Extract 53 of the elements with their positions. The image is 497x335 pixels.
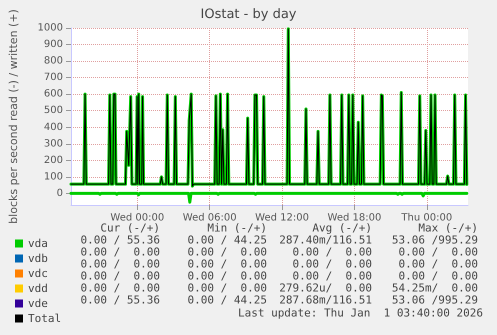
legend-label: vdb — [28, 252, 48, 265]
y-tick-label: 700 — [44, 72, 63, 84]
x-tick-label: Wed 06:00 — [182, 212, 237, 224]
legend-label: vdd — [28, 282, 48, 295]
legend-label: vde — [28, 297, 48, 310]
text: 287.68m/116.51 — [279, 294, 372, 306]
text: 53.06 /995.29 — [392, 294, 478, 306]
text: 0.00 / 0.00 — [188, 282, 267, 294]
text: 0.00 / 0.00 — [80, 246, 160, 258]
text: Avg (-/+) — [312, 222, 372, 234]
x-tick-label: Wed 18:00 — [328, 212, 382, 224]
y-axis-title: blocks per second read (-) / written (+) — [7, 9, 20, 224]
text: Last update: Thu Jan 1 03:40:00 2026 — [238, 306, 483, 320]
text: Max (-/+) — [418, 222, 478, 234]
text: 0.00 / 0.00 — [188, 270, 267, 282]
text: 0.00 / 0.00 — [292, 246, 372, 258]
y-tick-label: 400 — [44, 122, 63, 133]
text: 0.00 / 0.00 — [80, 258, 160, 270]
y-tick-label: 1000 — [38, 22, 63, 34]
text: 0.00 / 0.00 — [188, 246, 267, 258]
y-tick-label: 300 — [44, 138, 63, 150]
text: 279.62u/ 0.00 — [279, 282, 372, 294]
y-tick-label: 900 — [44, 39, 63, 50]
text: 54.25m/ 0.00 — [392, 282, 478, 294]
text: 0.00 / 44.25 — [188, 234, 267, 246]
y-tick-label: 200 — [44, 154, 63, 166]
legend-label: Total — [28, 312, 62, 325]
text: 0.00 / 0.00 — [80, 282, 160, 294]
y-tick-label: 800 — [44, 56, 63, 67]
text: 0.00 / 0.00 — [398, 246, 478, 258]
y-tick-label: 500 — [44, 105, 63, 116]
y-tick-label: 100 — [44, 171, 63, 182]
text: 0.00 / 0.00 — [188, 258, 267, 270]
chart-title: IOstat - by day — [200, 7, 297, 22]
legend-label: vdc — [28, 267, 48, 280]
y-tick-label: 600 — [44, 88, 63, 100]
x-tick-label: Wed 00:00 — [110, 212, 164, 224]
x-tick-label: Wed 12:00 — [255, 212, 309, 224]
text: 0.00 / 0.00 — [292, 270, 372, 282]
text: 0.00 / 55.36 — [80, 294, 160, 306]
text: Cur (-/+) — [100, 222, 160, 234]
text: 53.06 /995.29 — [392, 234, 478, 246]
x-tick-label: Thu 00:00 — [400, 212, 452, 224]
text: Min (-/+) — [207, 222, 267, 234]
text: 287.40m/116.51 — [279, 234, 372, 246]
text: 0.00 / 0.00 — [398, 258, 478, 270]
text: 0.00 / 0.00 — [398, 270, 478, 282]
text: 0.00 / 0.00 — [292, 258, 372, 270]
legend-label: vda — [28, 237, 48, 250]
y-tick-label: 0 — [56, 188, 63, 199]
text: 0.00 / 0.00 — [80, 270, 160, 282]
text: 0.00 / 55.36 — [80, 234, 160, 246]
text: 0.00 / 44.25 — [188, 294, 267, 306]
